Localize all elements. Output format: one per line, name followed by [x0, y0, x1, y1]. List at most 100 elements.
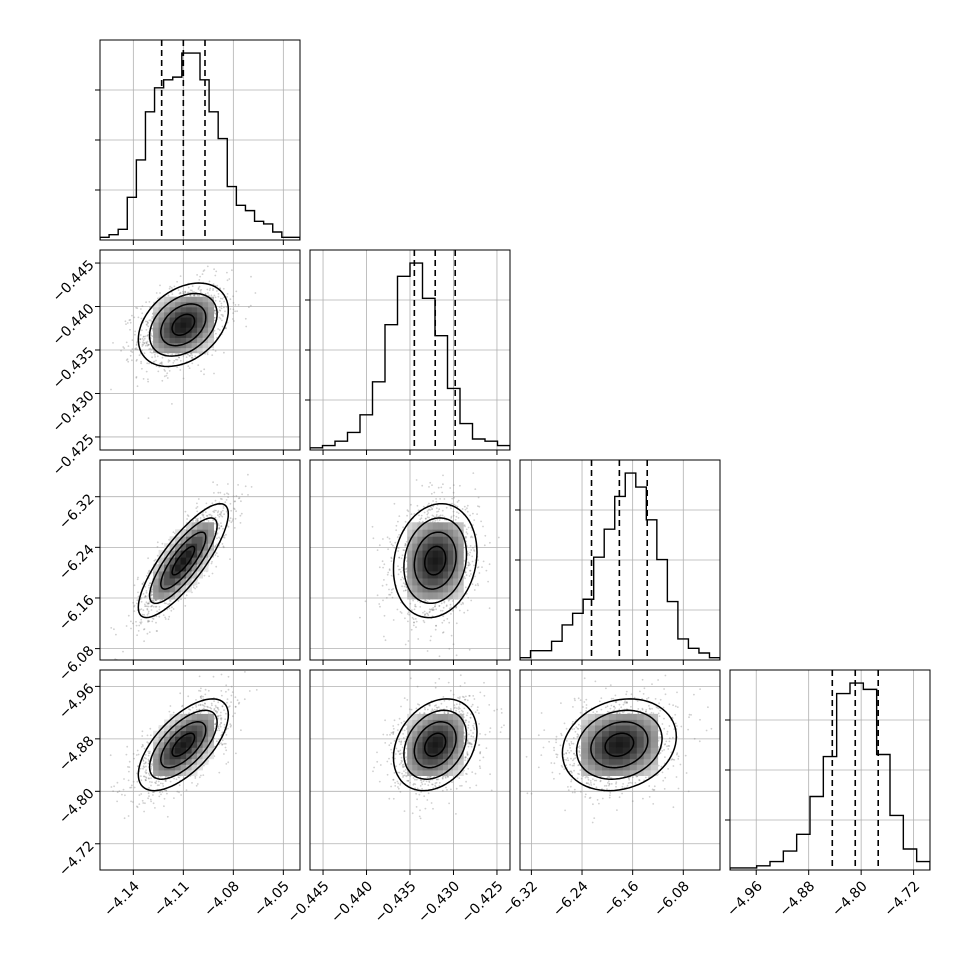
scatter-point	[393, 502, 396, 505]
scatter-point	[159, 292, 161, 294]
scatter-point	[187, 286, 190, 289]
scatter-point	[219, 287, 221, 290]
scatter-point	[474, 584, 477, 587]
scatter-point	[154, 558, 157, 561]
scatter-point	[474, 488, 477, 490]
scatter-point	[143, 342, 146, 345]
scatter-point	[143, 337, 146, 340]
scatter-point	[151, 352, 153, 354]
scatter-point	[229, 517, 232, 520]
scatter-point	[145, 370, 148, 373]
scatter-point	[220, 522, 222, 524]
density-cell	[208, 317, 214, 323]
scatter-point	[440, 486, 443, 489]
scatter-point	[179, 275, 182, 277]
scatter-point	[417, 638, 420, 640]
scatter-point	[144, 344, 147, 347]
scatter-point	[193, 294, 196, 297]
scatter-point	[152, 599, 155, 602]
scatter-point	[149, 582, 152, 585]
scatter-point	[134, 330, 137, 333]
scatter-point	[390, 560, 393, 562]
scatter-point	[466, 504, 469, 507]
contour-level-3	[137, 282, 230, 368]
scatter-point	[131, 314, 133, 317]
scatter-point	[153, 559, 156, 562]
scatter-point	[213, 316, 216, 319]
scatter-point	[145, 341, 148, 344]
scatter-point	[154, 807, 156, 809]
scatter-point	[122, 788, 125, 791]
scatter-point	[212, 510, 215, 513]
scatter-point	[115, 633, 117, 636]
scatter-point	[197, 498, 200, 500]
scatter-point	[379, 605, 381, 608]
scatter-point	[120, 349, 122, 352]
scatter-point	[151, 335, 154, 338]
scatter-point	[157, 297, 159, 300]
histogram-step-0	[100, 52, 300, 240]
scatter-point	[233, 320, 235, 322]
scatter-point	[141, 312, 144, 315]
scatter-point	[213, 372, 215, 375]
scatter-point	[131, 348, 134, 350]
scatter-point	[381, 584, 384, 587]
scatter-point	[187, 515, 190, 517]
scatter-point	[148, 582, 151, 585]
scatter-point	[423, 621, 426, 624]
scatter-point	[136, 602, 138, 605]
scatter-point	[376, 549, 379, 551]
scatter-point	[213, 319, 216, 322]
scatter-point	[250, 275, 252, 278]
density-cell	[164, 312, 170, 318]
scatter-point	[143, 335, 145, 338]
scatter-point	[145, 301, 148, 304]
scatter-point	[166, 372, 169, 375]
scatter-point	[208, 289, 211, 291]
density-cell	[186, 342, 192, 349]
scatter-point	[235, 752, 237, 755]
density-cell	[202, 322, 209, 328]
density-cell	[197, 327, 203, 333]
scatter-point	[138, 341, 141, 344]
scatter-point	[148, 319, 151, 322]
scatter-point	[135, 624, 138, 627]
density-cell	[175, 322, 181, 328]
density-cell	[202, 306, 209, 313]
scatter-point	[147, 322, 149, 324]
scatter-point	[182, 354, 185, 357]
scatter-point	[219, 297, 222, 300]
scatter-point	[383, 563, 386, 566]
scatter-point	[168, 287, 171, 290]
density-cell	[175, 337, 181, 343]
density-cell	[164, 296, 170, 303]
scatter-point	[229, 308, 232, 310]
scatter-point	[457, 499, 460, 502]
scatter-point	[229, 298, 232, 301]
scatter-point	[449, 487, 452, 489]
scatter-point	[150, 320, 153, 323]
scatter-point	[148, 348, 151, 351]
scatter-point	[187, 353, 190, 356]
scatter-point	[184, 291, 187, 294]
scatter-point	[226, 293, 229, 295]
scatter-point	[189, 294, 192, 297]
scatter-point	[178, 356, 180, 359]
scatter-point	[239, 522, 242, 524]
scatter-point	[200, 687, 202, 690]
scatter-point	[139, 621, 142, 624]
scatter-point	[240, 729, 242, 732]
scatter-point	[184, 597, 187, 600]
scatter-point	[472, 512, 474, 515]
contour-level-1	[160, 303, 207, 347]
scatter-point	[481, 566, 483, 568]
scatter-point	[144, 595, 147, 598]
scatter-point	[148, 343, 150, 346]
scatter-point	[185, 594, 188, 597]
scatter-point	[131, 351, 134, 353]
scatter-point	[187, 365, 190, 367]
scatter-point	[214, 499, 217, 502]
scatter-point	[147, 557, 150, 560]
scatter-point	[220, 245, 222, 247]
scatter-point	[194, 355, 197, 358]
